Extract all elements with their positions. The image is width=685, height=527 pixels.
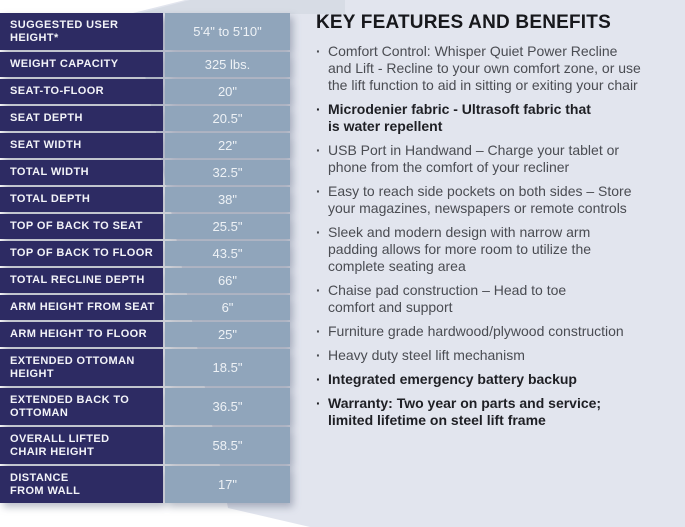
bullet-icon: · xyxy=(316,224,321,240)
spec-value: 18.5" xyxy=(165,349,290,386)
feature-text: Sleek and modern design with narrow arm … xyxy=(328,224,592,274)
spec-value: 22" xyxy=(165,133,290,158)
spec-row-total-width: TOTAL WIDTH 32.5" xyxy=(0,160,290,185)
features-panel: KEY FEATURES AND BENEFITS · Comfort Cont… xyxy=(316,12,678,436)
feature-text: Chaise pad construction – Head to toe co… xyxy=(328,282,567,315)
spec-row-seat-depth: SEAT DEPTH 20.5" xyxy=(0,106,290,131)
bullet-icon: · xyxy=(316,323,321,339)
spec-value: 25.5" xyxy=(165,214,290,239)
bullet-icon: · xyxy=(316,43,321,59)
spec-row-extended-ottoman-height: EXTENDED OTTOMAN HEIGHT 18.5" xyxy=(0,349,290,386)
spec-label: TOTAL DEPTH xyxy=(0,187,163,212)
spec-label: TOP OF BACK TO FLOOR xyxy=(0,241,163,266)
spec-value: 43.5" xyxy=(165,241,290,266)
spec-value: 5'4" to 5'10" xyxy=(165,13,290,50)
spec-value: 25" xyxy=(165,322,290,347)
feature-item-hardwood-construction: · Furniture grade hardwood/plywood const… xyxy=(316,323,678,340)
feature-text: Warranty: Two year on parts and service;… xyxy=(328,395,602,428)
spec-label: TOTAL WIDTH xyxy=(0,160,163,185)
spec-label: EXTENDED OTTOMAN HEIGHT xyxy=(0,349,163,386)
bullet-icon: · xyxy=(316,142,321,158)
feature-item-side-pockets: · Easy to reach side pockets on both sid… xyxy=(316,183,678,217)
feature-item-steel-lift: · Heavy duty steel lift mechanism xyxy=(316,347,678,364)
spec-row-distance-from-wall: DISTANCE FROM WALL 17" xyxy=(0,466,290,503)
spec-row-top-of-back-to-seat: TOP OF BACK TO SEAT 25.5" xyxy=(0,214,290,239)
feature-text: Furniture grade hardwood/plywood constru… xyxy=(328,323,624,339)
bullet-icon: · xyxy=(316,395,321,411)
spec-row-overall-lifted-chair-height: OVERALL LIFTED CHAIR HEIGHT 58.5" xyxy=(0,427,290,464)
feature-item-battery-backup: · Integrated emergency battery backup xyxy=(316,371,678,388)
spec-row-suggested-user-height: SUGGESTED USER HEIGHT* 5'4" to 5'10" xyxy=(0,13,290,50)
spec-row-total-recline-depth: TOTAL RECLINE DEPTH 66" xyxy=(0,268,290,293)
spec-label: TOTAL RECLINE DEPTH xyxy=(0,268,163,293)
spec-value: 17" xyxy=(165,466,290,503)
spec-table: SUGGESTED USER HEIGHT* 5'4" to 5'10" WEI… xyxy=(0,13,290,503)
bullet-icon: · xyxy=(316,183,321,199)
feature-text: Integrated emergency battery backup xyxy=(328,371,577,387)
bullet-icon: · xyxy=(316,101,321,117)
feature-item-sleek-design: · Sleek and modern design with narrow ar… xyxy=(316,224,678,275)
spec-row-extended-back-to-ottoman: EXTENDED BACK TO OTTOMAN 36.5" xyxy=(0,388,290,425)
spec-label: DISTANCE FROM WALL xyxy=(0,466,163,503)
spec-row-total-depth: TOTAL DEPTH 38" xyxy=(0,187,290,212)
feature-item-usb-port: · USB Port in Handwand – Charge your tab… xyxy=(316,142,678,176)
feature-item-chaise-pad: · Chaise pad construction – Head to toe … xyxy=(316,282,678,316)
spec-value: 66" xyxy=(165,268,290,293)
spec-row-seat-to-floor: SEAT-TO-FLOOR 20" xyxy=(0,79,290,104)
spec-value: 6" xyxy=(165,295,290,320)
feature-text: Heavy duty steel lift mechanism xyxy=(328,347,525,363)
spec-value: 20" xyxy=(165,79,290,104)
spec-row-weight-capacity: WEIGHT CAPACITY 325 lbs. xyxy=(0,52,290,77)
spec-label: EXTENDED BACK TO OTTOMAN xyxy=(0,388,163,425)
spec-label: SEAT WIDTH xyxy=(0,133,163,158)
feature-text: Microdenier fabric - Ultrasoft fabric th… xyxy=(328,101,591,134)
spec-label: SUGGESTED USER HEIGHT* xyxy=(0,13,163,50)
bullet-icon: · xyxy=(316,371,321,387)
feature-item-microdenier-fabric: · Microdenier fabric - Ultrasoft fabric … xyxy=(316,101,678,135)
spec-row-seat-width: SEAT WIDTH 22" xyxy=(0,133,290,158)
spec-value: 325 lbs. xyxy=(165,52,290,77)
spec-label: WEIGHT CAPACITY xyxy=(0,52,163,77)
spec-row-arm-height-from-seat: ARM HEIGHT FROM SEAT 6" xyxy=(0,295,290,320)
spec-label: TOP OF BACK TO SEAT xyxy=(0,214,163,239)
spec-value: 58.5" xyxy=(165,427,290,464)
features-title: KEY FEATURES AND BENEFITS xyxy=(316,12,611,33)
feature-item-comfort-control: · Comfort Control: Whisper Quiet Power R… xyxy=(316,43,678,94)
bullet-icon: · xyxy=(316,282,321,298)
bullet-icon: · xyxy=(316,347,321,363)
background-accent-band xyxy=(136,0,345,14)
feature-text: Easy to reach side pockets on both sides… xyxy=(328,183,632,216)
spec-value: 20.5" xyxy=(165,106,290,131)
spec-value: 36.5" xyxy=(165,388,290,425)
spec-row-top-of-back-to-floor: TOP OF BACK TO FLOOR 43.5" xyxy=(0,241,290,266)
spec-row-arm-height-to-floor: ARM HEIGHT TO FLOOR 25" xyxy=(0,322,290,347)
spec-label: ARM HEIGHT TO FLOOR xyxy=(0,322,163,347)
spec-label: OVERALL LIFTED CHAIR HEIGHT xyxy=(0,427,163,464)
spec-value: 38" xyxy=(165,187,290,212)
spec-label: ARM HEIGHT FROM SEAT xyxy=(0,295,163,320)
spec-value: 32.5" xyxy=(165,160,290,185)
feature-item-warranty: · Warranty: Two year on parts and servic… xyxy=(316,395,678,429)
feature-text: USB Port in Handwand – Charge your table… xyxy=(328,142,620,175)
spec-label: SEAT-TO-FLOOR xyxy=(0,79,163,104)
feature-text: Comfort Control: Whisper Quiet Power Rec… xyxy=(328,43,641,93)
spec-label: SEAT DEPTH xyxy=(0,106,163,131)
